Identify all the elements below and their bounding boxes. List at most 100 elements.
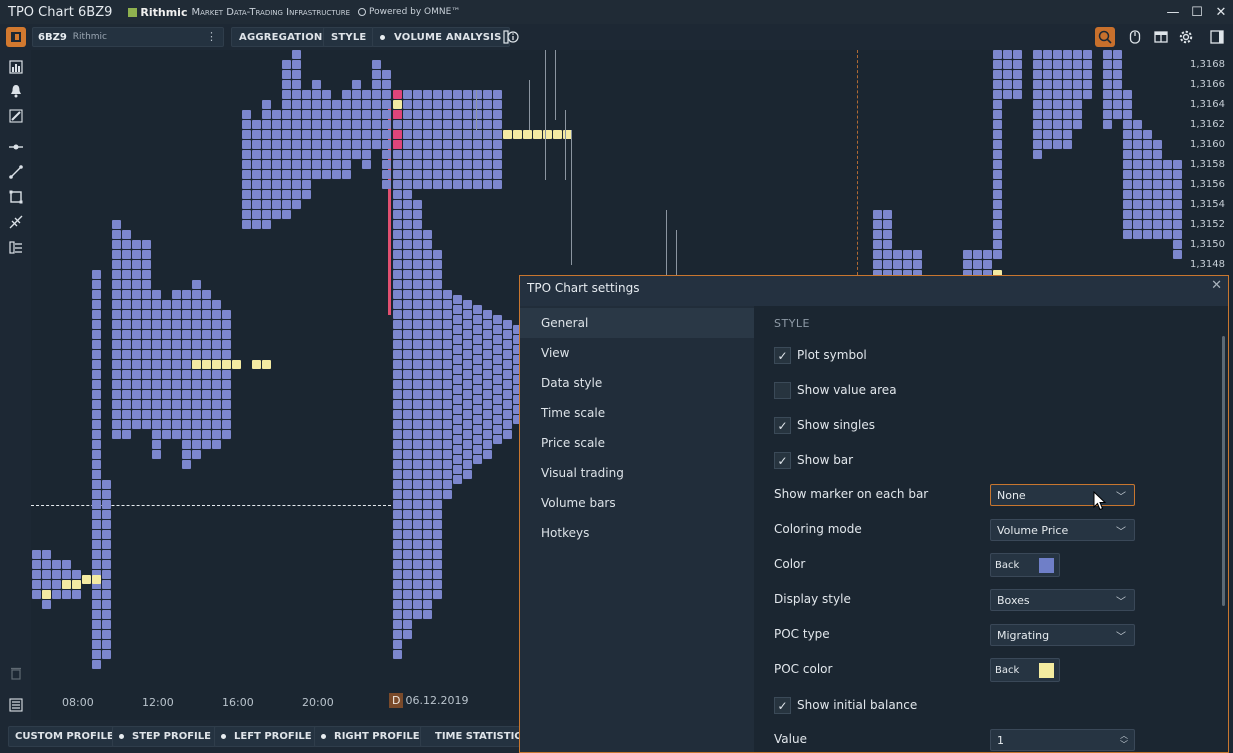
poc-type-select[interactable]: Migrating ﹀ [990, 624, 1135, 646]
rectangle-icon[interactable] [7, 188, 25, 206]
color-picker[interactable]: Back [990, 553, 1060, 577]
maximize-button[interactable]: ☐ [1191, 4, 1203, 20]
alert-bell-icon[interactable] [7, 82, 25, 100]
tpo-box [132, 260, 141, 269]
tpo-box [282, 190, 291, 199]
settings-scrollbar[interactable] [1222, 336, 1225, 606]
tpo-box [1113, 80, 1122, 89]
pencil-icon[interactable] [7, 107, 25, 125]
value-stepper[interactable]: 1 ︿ ﹀ [990, 729, 1135, 751]
show-initial-balance-checkbox[interactable]: ✓ [774, 697, 791, 714]
mouse-icon[interactable] [1125, 27, 1145, 47]
nav-view[interactable]: View [541, 346, 570, 360]
nav-visual-trading[interactable]: Visual trading [541, 466, 624, 480]
nav-hotkeys[interactable]: Hotkeys [541, 526, 590, 540]
time-statistics-button[interactable]: TIME STATISTICS [420, 726, 520, 747]
tpo-box [322, 140, 331, 149]
tpo-box [292, 150, 301, 159]
left-profile-button[interactable]: LEFT PROFILE [214, 726, 319, 747]
custom-profile-button[interactable]: CUSTOM PROFILE [8, 726, 121, 747]
tpo-box [182, 420, 191, 429]
tpo-box [122, 410, 131, 419]
volume-analysis-button[interactable]: VOLUME ANALYSIS [372, 27, 510, 47]
chart-type-icon[interactable] [7, 58, 25, 76]
tpo-box [403, 120, 412, 129]
tpo-box [433, 320, 442, 329]
tpo-box [102, 510, 111, 519]
plot-symbol-checkbox[interactable]: ✓ [774, 347, 791, 364]
tpo-box [393, 220, 402, 229]
tpo-box [222, 310, 231, 319]
dialog-close-icon[interactable]: ✕ [1211, 278, 1222, 293]
trash-icon[interactable] [7, 664, 25, 682]
tpo-box [453, 130, 462, 139]
tpo-box [202, 300, 211, 309]
tpo-box [322, 170, 331, 179]
minimize-button[interactable]: — [1166, 4, 1180, 20]
tpo-box [1163, 160, 1172, 169]
fibonacci-icon[interactable] [7, 213, 25, 231]
display-style-select[interactable]: Boxes ﹀ [990, 589, 1135, 611]
tpo-box [282, 150, 291, 159]
coloring-mode-select[interactable]: Volume Price ﹀ [990, 519, 1135, 541]
symbol-selector[interactable]: 6BZ9 Rithmic ⋮ [32, 27, 224, 47]
ruler-icon[interactable] [7, 238, 25, 256]
tpo-box [403, 380, 412, 389]
show-marker-select[interactable]: None ﹀ [990, 484, 1135, 506]
price-tick: 1,3152 [1190, 219, 1225, 230]
tpo-box [433, 420, 442, 429]
trend-line-icon[interactable] [7, 163, 25, 181]
nav-general[interactable]: General [520, 308, 754, 338]
right-profile-button[interactable]: RIGHT PROFILE [314, 726, 427, 747]
tpo-box [162, 390, 171, 399]
tpo-box [393, 560, 402, 569]
tpo-box [1073, 80, 1082, 89]
tpo-box [92, 570, 101, 579]
increment-icon[interactable]: ︿ [1120, 731, 1128, 740]
coloring-mode-label: Coloring mode [774, 522, 862, 536]
sidebar-toggle-icon[interactable] [1207, 27, 1227, 47]
tpo-box [92, 460, 101, 469]
tpo-box [433, 330, 442, 339]
more-icon[interactable]: ⋮ [206, 30, 217, 43]
tpo-box [443, 130, 452, 139]
nav-volume-bars[interactable]: Volume bars [541, 496, 616, 510]
price-tick: 1,3158 [1190, 159, 1225, 170]
decrement-icon[interactable]: ﹀ [1120, 740, 1128, 749]
layout-icon[interactable] [1151, 27, 1171, 47]
tpo-box [322, 160, 331, 169]
info-icon[interactable] [501, 27, 521, 47]
tpo-box [302, 110, 311, 119]
tpo-box [92, 280, 101, 289]
style-button[interactable]: STYLE [323, 27, 375, 47]
tpo-box [182, 450, 191, 459]
brand-name: Rithmic [140, 5, 188, 19]
tpo-box [1073, 70, 1082, 79]
tpo-box [112, 310, 121, 319]
poc-color-picker[interactable]: Back [990, 658, 1060, 682]
tpo-box [503, 320, 512, 329]
panel-toggle-icon[interactable] [6, 27, 26, 47]
show-bar-checkbox[interactable]: ✓ [774, 452, 791, 469]
tpo-box [423, 180, 432, 189]
nav-data-style[interactable]: Data style [541, 376, 603, 390]
tpo-box [513, 375, 522, 384]
show-singles-checkbox[interactable]: ✓ [774, 417, 791, 434]
dom-trading-icon[interactable] [1095, 27, 1115, 47]
tpo-box [1073, 60, 1082, 69]
settings-gear-icon[interactable] [1176, 27, 1196, 47]
object-list-icon[interactable] [7, 696, 25, 714]
tpo-box [473, 180, 482, 189]
tpo-box [292, 120, 301, 129]
horizontal-line-icon[interactable] [7, 138, 25, 156]
nav-time-scale[interactable]: Time scale [541, 406, 606, 420]
close-button[interactable]: ✕ [1215, 4, 1227, 20]
tpo-box [413, 610, 422, 619]
step-profile-button[interactable]: STEP PROFILE [112, 726, 218, 747]
tpo-box [92, 540, 101, 549]
aggregation-button[interactable]: AGGREGATION [231, 27, 331, 47]
show-value-area-checkbox[interactable] [774, 382, 791, 399]
tpo-box [42, 550, 51, 559]
tpo-box [413, 320, 422, 329]
nav-price-scale[interactable]: Price scale [541, 436, 606, 450]
